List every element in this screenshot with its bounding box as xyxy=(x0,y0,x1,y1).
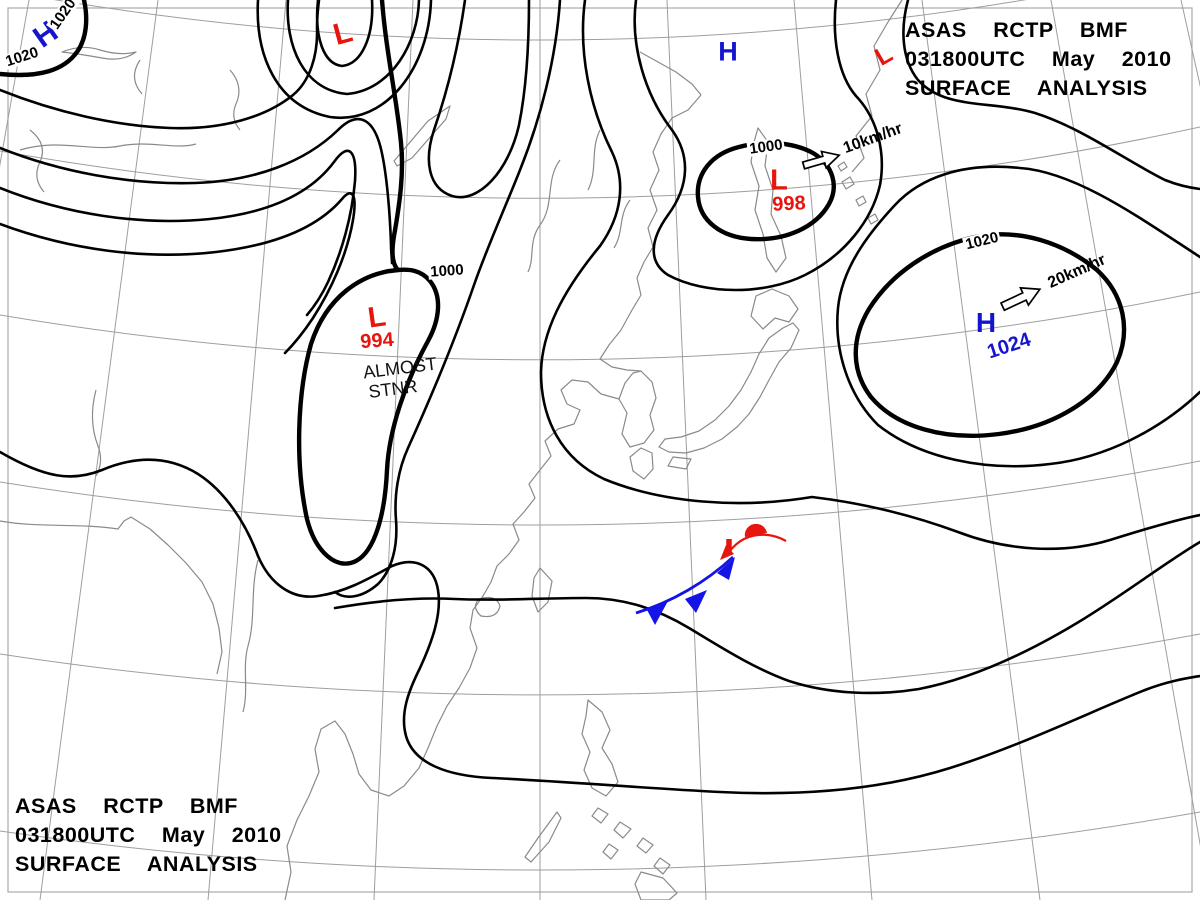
siberia-coast-squiggle xyxy=(19,143,197,151)
river-thailand xyxy=(242,559,259,713)
isobar-ne-ridge-1 xyxy=(902,0,1200,191)
meridian-line xyxy=(1180,0,1200,88)
coastline-honshu xyxy=(658,322,800,454)
wind-arrows xyxy=(801,150,1042,312)
isobars-medium xyxy=(0,0,1200,795)
parallel-line xyxy=(53,0,1027,41)
isobar-outer-low998 xyxy=(633,0,884,292)
parallel-line xyxy=(0,811,1200,871)
isobar-loop-outer xyxy=(256,0,433,120)
stationary-front xyxy=(635,523,787,625)
warm-front-semicircle xyxy=(744,523,767,537)
coastline-korea xyxy=(618,370,657,448)
isobar-1020-high1024 xyxy=(853,232,1127,438)
amur-river xyxy=(527,159,561,273)
title-block-bottom-left: ASAS RCTP BMF 031800UTC May 2010 SURFACE… xyxy=(15,792,282,879)
isobar-band-4 xyxy=(0,192,356,355)
title-line-3: SURFACE ANALYSIS xyxy=(15,852,258,876)
movement-arrow-1024 xyxy=(999,286,1042,312)
isobar-1000-feeder xyxy=(379,0,405,273)
okhotsk-nw-coast xyxy=(639,51,702,96)
front-motion-arrowhead xyxy=(720,545,734,560)
high-symbol-1024: H xyxy=(975,307,997,338)
title-line-1: ASAS RCTP BMF xyxy=(905,18,1128,42)
map-frame xyxy=(7,7,1193,893)
isobars xyxy=(0,0,1200,795)
isobar-1000-low994 xyxy=(296,267,441,566)
low-symbol-998: L xyxy=(770,164,788,197)
parallel-line xyxy=(0,460,1200,526)
coastline-mainland-east xyxy=(599,94,702,372)
front-cold-segment xyxy=(635,555,734,615)
isobar-band-2 xyxy=(0,117,394,265)
isobar-ne-ridge-2 xyxy=(836,165,1200,468)
isobar-japan-ridge xyxy=(539,0,1200,551)
movement-arrow-998 xyxy=(801,150,841,170)
high-symbol-okhotsk: H xyxy=(718,36,738,67)
coastline-sakhalin xyxy=(750,127,787,273)
isobar-band-1 xyxy=(0,0,321,130)
isobar-loop-mid xyxy=(286,0,421,96)
isobar-south-long xyxy=(0,450,1200,795)
coastline-hainan xyxy=(474,596,501,618)
isobar-1000-low998 xyxy=(695,140,836,242)
isobar-label-1000-low994: 1000 xyxy=(427,261,467,281)
isobars-thick xyxy=(0,0,1127,566)
meridian-line xyxy=(0,0,30,168)
isobar-band-3 xyxy=(0,149,357,317)
coastline-china-indochina xyxy=(284,379,620,900)
title-line-2: 031800UTC May 2010 xyxy=(905,47,1172,71)
parallel-line xyxy=(0,126,1200,199)
coastlines xyxy=(0,0,903,900)
coastline-bengal xyxy=(0,516,223,675)
cold-front-triangle xyxy=(646,601,668,625)
amur-river xyxy=(587,129,601,191)
parallel-line xyxy=(0,633,1200,696)
coastline-kyushu xyxy=(629,447,654,480)
coastline-mindanao xyxy=(634,871,678,900)
cold-front-triangle xyxy=(717,557,735,580)
coastline-shikoku xyxy=(667,456,692,470)
isobar-trough-u xyxy=(427,0,531,199)
meridian-line xyxy=(1050,0,1200,847)
meridian-line xyxy=(373,0,414,900)
coastline-visayas xyxy=(591,807,671,875)
low-value-994: 994 xyxy=(359,328,395,354)
title-line-2: 031800UTC May 2010 xyxy=(15,823,282,847)
lake-baikal xyxy=(393,105,451,167)
isobar-1020-northwest xyxy=(0,0,89,78)
coastline-kamchatka xyxy=(851,0,903,173)
coastline-kuril-islands xyxy=(837,161,879,225)
title-block-top-right: ASAS RCTP BMF 031800UTC May 2010 SURFACE… xyxy=(905,16,1172,103)
cold-front-triangle xyxy=(685,590,707,613)
title-line-3: SURFACE ANALYSIS xyxy=(905,76,1148,100)
title-line-1: ASAS RCTP BMF xyxy=(15,794,238,818)
china-river xyxy=(91,389,102,477)
coastline-palawan xyxy=(524,811,562,863)
siberia-lakes xyxy=(61,46,137,60)
isobar-1004-long xyxy=(333,0,562,598)
low-value-998: 998 xyxy=(771,192,807,216)
coastline-luzon xyxy=(581,699,619,797)
meridian-line xyxy=(921,0,1041,900)
amur-river xyxy=(613,199,631,249)
coastline-hokkaido xyxy=(750,288,799,330)
isobar-front-line xyxy=(333,540,1200,695)
front-warm-segment xyxy=(727,533,787,554)
siberia-river xyxy=(133,59,143,95)
meridian-line xyxy=(207,0,287,900)
coastline-taiwan xyxy=(531,567,553,613)
meridian-line xyxy=(666,0,707,900)
